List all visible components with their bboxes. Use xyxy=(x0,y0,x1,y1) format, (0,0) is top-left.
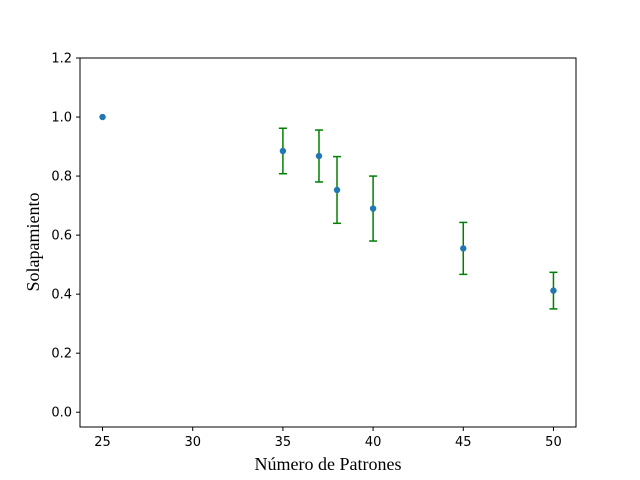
x-tick-label: 25 xyxy=(94,435,111,450)
data-point xyxy=(460,245,467,252)
data-points xyxy=(99,113,557,294)
data-point xyxy=(550,287,557,294)
y-tick-label: 1.0 xyxy=(51,111,72,126)
data-point xyxy=(369,205,377,212)
data-point xyxy=(99,113,106,121)
data-point xyxy=(333,186,341,194)
y-tick-label: 0.6 xyxy=(51,229,72,244)
y-axis-label: Solapamiento xyxy=(23,193,43,292)
y-tick-label: 1.2 xyxy=(51,52,72,67)
plot-frame xyxy=(79,57,577,428)
data-point xyxy=(279,147,287,155)
y-tick-label: 0.0 xyxy=(51,406,72,421)
x-axis-label: Número de Patrones xyxy=(255,454,402,474)
plot-background xyxy=(80,58,576,427)
x-tick-label: 35 xyxy=(275,435,292,450)
x-tick-label: 50 xyxy=(545,435,562,450)
x-axis-ticks: 25 30 35 40 45 50 xyxy=(94,427,562,450)
x-tick-label: 45 xyxy=(455,435,472,450)
x-tick-label: 30 xyxy=(184,435,201,450)
y-tick-label: 0.8 xyxy=(51,170,72,185)
data-point xyxy=(315,152,323,160)
y-tick-label: 0.2 xyxy=(51,347,72,362)
x-tick-label: 40 xyxy=(365,435,382,450)
y-axis-ticks: 0.0 0.2 0.4 0.6 0.8 1.0 1.2 xyxy=(51,52,80,421)
y-tick-label: 0.4 xyxy=(51,288,72,303)
